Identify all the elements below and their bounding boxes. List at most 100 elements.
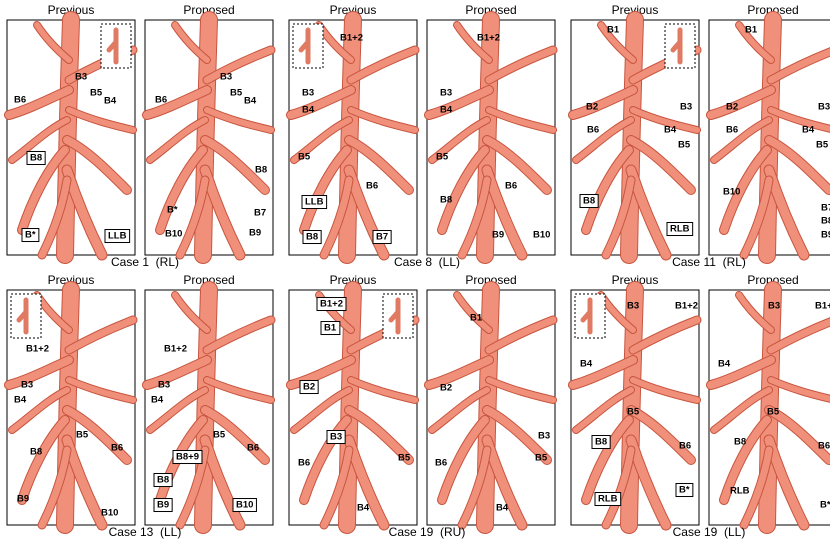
label: B6: [155, 95, 167, 106]
label: B4: [244, 96, 257, 107]
label: B1+2: [477, 33, 500, 44]
label: B3: [818, 102, 830, 113]
label: B5: [678, 140, 691, 151]
label: B4: [580, 359, 593, 370]
label: B8: [821, 216, 830, 227]
label: B8: [440, 195, 452, 206]
label: B5: [535, 453, 548, 464]
label: B4: [104, 96, 117, 107]
label: B7: [821, 203, 830, 214]
label: B4: [440, 105, 453, 116]
label: B5: [398, 453, 411, 464]
label: B4: [151, 395, 164, 406]
label: B5: [816, 140, 829, 151]
label: B10: [101, 508, 118, 519]
label: B3: [21, 380, 33, 391]
label: B1+2: [675, 301, 698, 312]
figure: PreviousB3B6B5B4B8B*LLBProposedB3B6B5B4B…: [0, 0, 830, 543]
label: B7: [254, 208, 266, 219]
case-caption: Case 19 (LL): [673, 525, 746, 539]
panel: PreviousB3B6B5B4B8B*LLB: [7, 3, 135, 255]
label: B2: [586, 102, 598, 113]
label: B1+2: [320, 299, 343, 310]
label: B3: [768, 301, 780, 312]
label: B10: [236, 500, 253, 511]
label: B5: [90, 88, 103, 99]
label: B6: [111, 443, 123, 454]
label: B5: [230, 88, 243, 99]
label: B5: [436, 152, 449, 163]
label: B6: [679, 441, 691, 452]
case-caption: Case 1 (RL): [111, 255, 179, 269]
label: B1: [324, 323, 337, 334]
label: B5: [76, 430, 89, 441]
label: B4: [802, 125, 815, 136]
label: B3: [220, 72, 232, 83]
label: RLB: [598, 494, 618, 505]
label: B6: [247, 443, 259, 454]
label: B6: [587, 125, 599, 136]
panel: ProposedB1B2B3B6B4B5B10B7B8B9: [709, 3, 830, 255]
label: B2: [726, 102, 738, 113]
case-caption: Case 8 (LL): [394, 255, 460, 269]
label: B6: [298, 458, 310, 469]
label: B1: [607, 25, 620, 36]
label: B6: [505, 181, 517, 192]
label: B3: [158, 380, 170, 391]
label: B*: [167, 205, 178, 216]
label: B3: [440, 88, 452, 99]
label: B3: [302, 88, 314, 99]
label: B1: [470, 313, 483, 324]
label: B1+2: [340, 33, 363, 44]
label: B9: [157, 500, 169, 511]
label: B9: [17, 494, 29, 505]
label: B4: [664, 125, 677, 136]
label: B9: [821, 230, 830, 241]
label: B6: [435, 458, 447, 469]
label: B*: [25, 230, 36, 241]
label: B2: [303, 382, 315, 393]
label: B3: [75, 72, 87, 83]
panel: ProposedB3B6B5B4B8B*B7B10B9: [145, 3, 273, 255]
label: B1+2: [164, 344, 187, 355]
label: B4: [357, 503, 370, 514]
label: B8: [734, 437, 746, 448]
label: B6: [366, 181, 378, 192]
label: B2: [440, 383, 452, 394]
label: B5: [767, 407, 780, 418]
label: B5: [213, 430, 226, 441]
label: B10: [165, 229, 182, 240]
label: B7: [376, 232, 388, 243]
label: B10: [533, 230, 550, 241]
label: LLB: [108, 231, 127, 242]
label: B8+9: [176, 452, 199, 463]
label: B4: [718, 359, 731, 370]
label: B10: [723, 187, 740, 198]
label: B8: [255, 165, 267, 176]
label: B8: [30, 447, 42, 458]
label: RLB: [670, 224, 690, 235]
label: B*: [679, 485, 690, 496]
label: B3: [680, 102, 692, 113]
label: B6: [726, 125, 738, 136]
label: B3: [330, 432, 342, 443]
label: B3: [538, 431, 550, 442]
label: B8: [30, 153, 42, 164]
label: B8: [157, 475, 169, 486]
label: B6: [14, 95, 26, 106]
panel: PreviousB3B1+2B4B5B8B6RLBB*: [571, 273, 699, 525]
label: B*: [820, 500, 830, 511]
label: B4: [496, 503, 509, 514]
label: B8: [595, 437, 607, 448]
case-caption: Case 19 (RU): [389, 525, 466, 539]
label: B9: [492, 230, 504, 241]
case-caption: Case 11 (RL): [672, 255, 746, 269]
label: B8: [306, 232, 318, 243]
panel: ProposedB1+2B3B4B5B6B8+9B8B9B10: [145, 273, 273, 525]
label: B9: [249, 228, 261, 239]
